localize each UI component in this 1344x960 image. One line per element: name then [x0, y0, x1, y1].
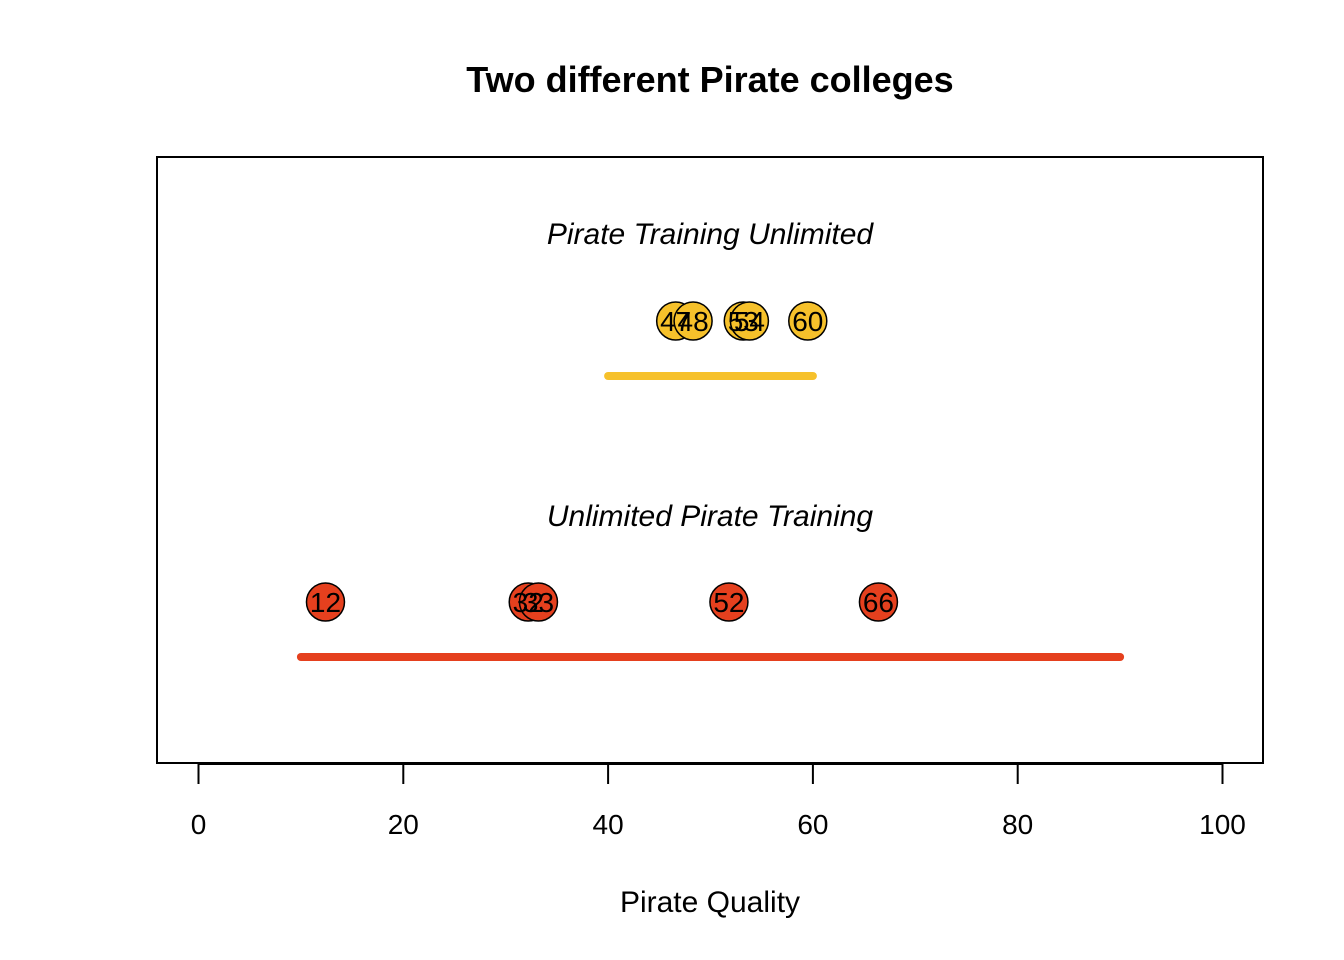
- x-tick-label: 20: [388, 809, 419, 840]
- data-point: [518, 582, 559, 622]
- x-tick-label: 0: [191, 809, 207, 840]
- point-label: 52: [713, 587, 744, 618]
- chart-title: Two different Pirate colleges: [466, 59, 953, 100]
- data-point: [673, 301, 713, 341]
- x-tick-label: 100: [1199, 809, 1246, 840]
- point-label: 66: [863, 587, 894, 618]
- data-point: [729, 301, 770, 341]
- x-tick-label: 40: [593, 809, 624, 840]
- point-label: 54: [734, 306, 765, 337]
- data-point: [305, 582, 346, 622]
- x-tick-label: 60: [797, 809, 828, 840]
- x-axis-label: Pirate Quality: [620, 886, 800, 919]
- x-tick-label: 80: [1002, 809, 1033, 840]
- point-label: 47: [660, 306, 691, 337]
- data-point: [788, 301, 828, 341]
- point-label: 32: [513, 587, 544, 618]
- point-label: 33: [523, 587, 554, 618]
- x-axis: 0 20 40 60 80 100: [191, 763, 1246, 840]
- point-label: 60: [792, 306, 823, 337]
- group-label: Pirate Training Unlimited: [547, 218, 875, 251]
- group-label: Unlimited Pirate Training: [547, 500, 874, 533]
- point-label: 48: [678, 306, 709, 337]
- point-label: 53: [728, 306, 759, 337]
- data-point: [709, 582, 749, 622]
- point-label: 12: [310, 587, 341, 618]
- data-point: [858, 582, 899, 622]
